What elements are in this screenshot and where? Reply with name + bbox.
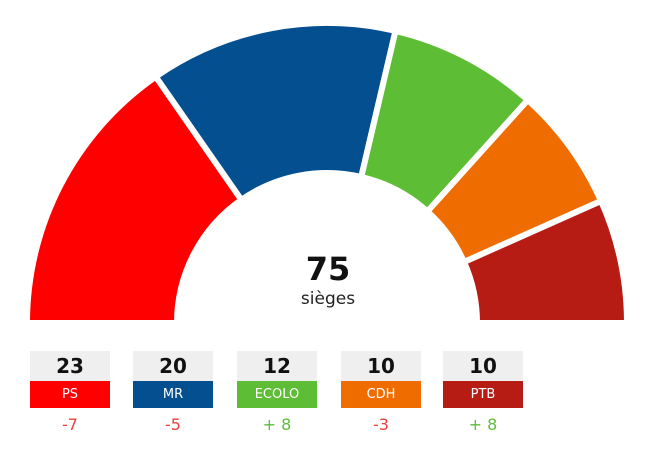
seat-change: + 8 bbox=[468, 415, 498, 434]
legend-item-cdh: 10 CDH -3 bbox=[341, 351, 421, 434]
total-seats: 75 bbox=[305, 250, 351, 288]
party-label: CDH bbox=[341, 381, 421, 408]
party-label: ECOLO bbox=[237, 381, 317, 408]
seat-count: 23 bbox=[30, 351, 110, 381]
seat-segment-ps bbox=[23, 72, 246, 326]
seat-change: -3 bbox=[373, 415, 389, 434]
seat-count: 12 bbox=[237, 351, 317, 381]
legend-item-ecolo: 12 ECOLO + 8 bbox=[237, 351, 317, 434]
seat-change: -5 bbox=[165, 415, 181, 434]
seat-count: 10 bbox=[341, 351, 421, 381]
legend-item-ps: 23 PS -7 bbox=[30, 351, 110, 434]
hemicycle-baseline bbox=[0, 323, 661, 327]
seat-count: 10 bbox=[443, 351, 523, 381]
party-label: MR bbox=[133, 381, 213, 408]
party-label: PTB bbox=[443, 381, 523, 408]
legend-item-mr: 20 MR -5 bbox=[133, 351, 213, 434]
seat-count: 20 bbox=[133, 351, 213, 381]
seat-change: -7 bbox=[62, 415, 78, 434]
seat-change: + 8 bbox=[262, 415, 292, 434]
seat-segment-mr bbox=[151, 20, 400, 205]
legend-item-ptb: 10 PTB + 8 bbox=[443, 351, 523, 434]
total-seats-label: sièges bbox=[300, 289, 356, 309]
party-label: PS bbox=[30, 381, 110, 408]
